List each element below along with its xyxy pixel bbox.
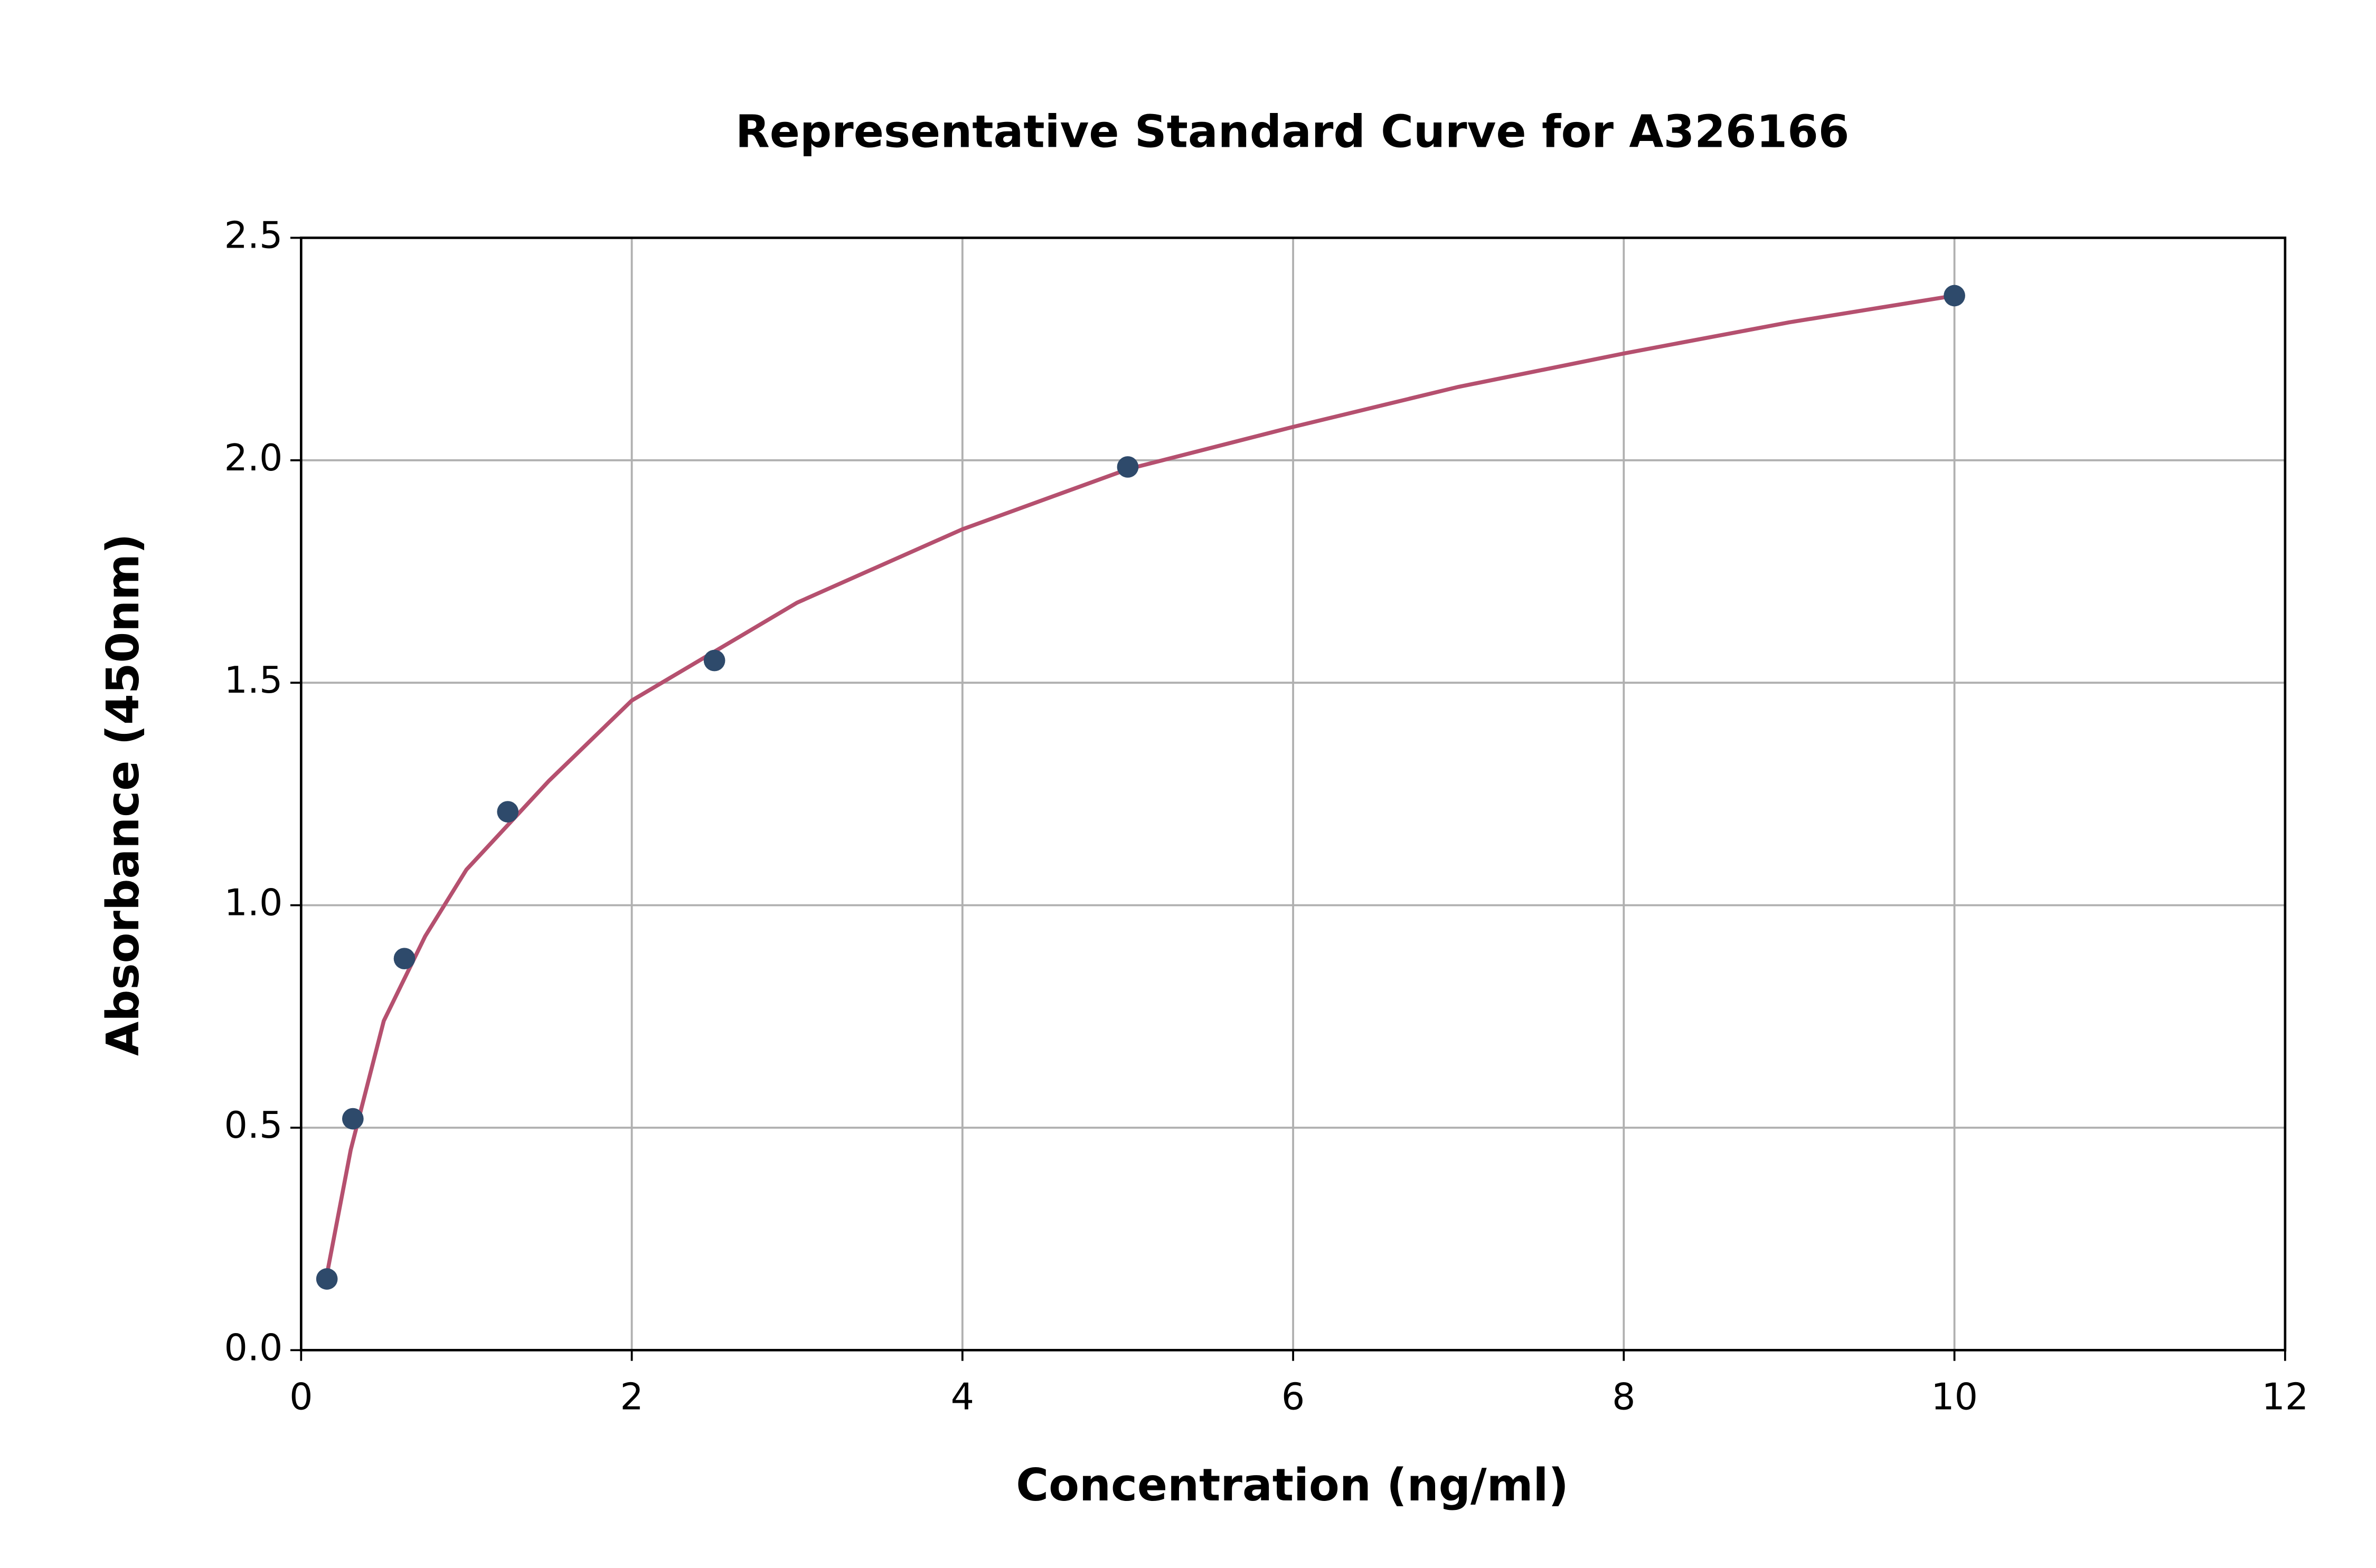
x-tick-label: 12 — [2261, 1375, 2308, 1418]
y-tick-label: 0.0 — [224, 1326, 283, 1369]
y-tick-label: 1.0 — [224, 882, 283, 924]
fit-curve — [325, 294, 1955, 1275]
data-point — [316, 1268, 338, 1290]
y-tick-label: 2.0 — [224, 437, 283, 479]
data-point — [393, 948, 416, 970]
data-point — [342, 1108, 364, 1130]
y-tick-label: 1.5 — [224, 659, 283, 702]
data-point — [703, 649, 725, 672]
x-tick-label: 10 — [1931, 1375, 1978, 1418]
y-tick-label: 2.5 — [224, 214, 283, 257]
x-tick-label: 4 — [951, 1375, 974, 1418]
data-point — [497, 801, 519, 823]
data-point — [1944, 285, 1965, 307]
data-point — [1117, 456, 1139, 478]
chart-title: Representative Standard Curve for A32616… — [736, 106, 1850, 158]
x-tick-label: 2 — [620, 1375, 643, 1418]
x-axis-label: Concentration (ng/ml) — [1016, 1459, 1569, 1511]
y-axis-label: Absorbance (450nm) — [97, 534, 149, 1056]
x-tick-label: 6 — [1281, 1375, 1305, 1418]
x-tick-label: 8 — [1612, 1375, 1635, 1418]
y-tick-label: 0.5 — [224, 1104, 283, 1147]
x-tick-label: 0 — [289, 1375, 313, 1418]
plot-area — [316, 285, 1965, 1290]
